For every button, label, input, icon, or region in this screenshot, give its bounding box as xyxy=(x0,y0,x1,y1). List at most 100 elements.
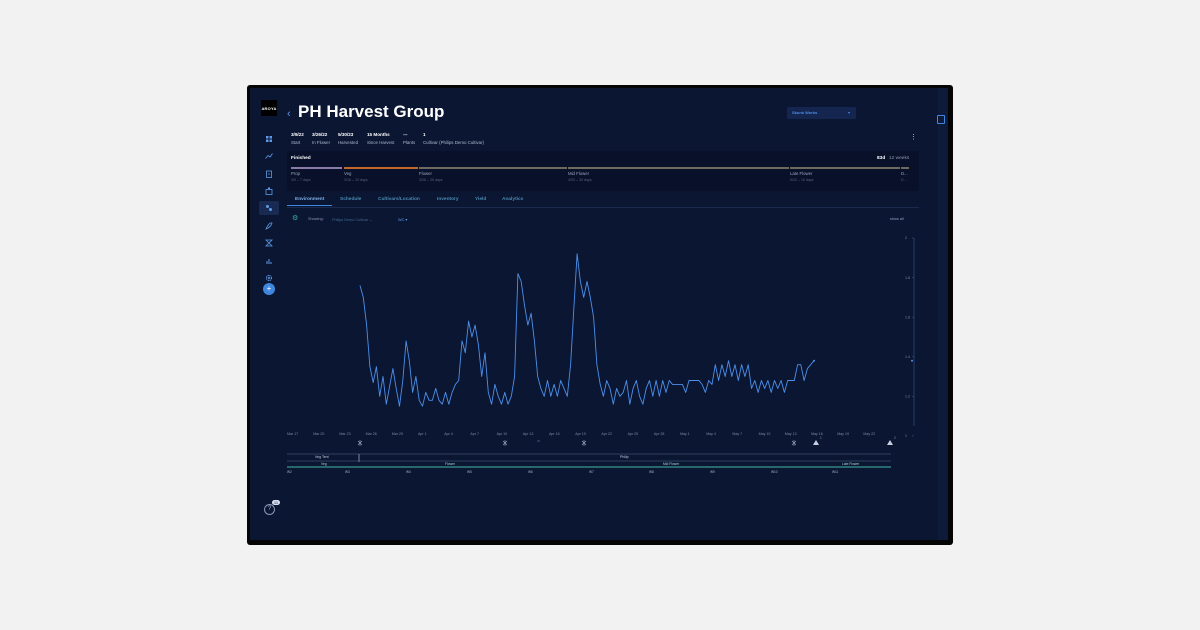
irrigation-icon xyxy=(265,239,273,247)
clipboard-icon[interactable] xyxy=(937,115,945,124)
chevron-down-icon: ▾ xyxy=(847,110,850,115)
x-tick-label: Apr 25 xyxy=(628,432,639,436)
help-button[interactable]: ? xyxy=(264,504,275,515)
facility-dropdown[interactable]: Skunk Works ▾ xyxy=(787,107,856,119)
week-label: W2 xyxy=(287,470,292,474)
x-tick-label: Mar 17 xyxy=(287,432,298,436)
timeline-phase-label: Veg xyxy=(321,462,327,466)
phase-bar xyxy=(419,167,567,169)
x-tick-label: May 22 xyxy=(863,432,875,436)
y-tick-label: 1.8 xyxy=(905,276,910,280)
plant-event-icon[interactable] xyxy=(502,440,508,446)
irrigation-event-icon[interactable] xyxy=(357,440,363,446)
stat-label: Harvested xyxy=(338,140,359,145)
stat-item: --- Plants xyxy=(403,132,415,145)
chevron-down-icon: ▾ xyxy=(405,218,408,222)
stat-item: 1 Cultivar (Philips Demo Cultivar) xyxy=(423,132,484,145)
phase-name: D... xyxy=(901,171,908,176)
sidebar-item-cultivars[interactable] xyxy=(259,219,279,233)
sidebar-item-settings[interactable] xyxy=(259,271,279,285)
show-all-link[interactable]: show all xyxy=(890,217,904,221)
axis-marker xyxy=(911,359,913,362)
week-label: W9 xyxy=(710,470,715,474)
sidebar-item-rooms[interactable] xyxy=(259,184,279,198)
phase-name: Veg xyxy=(344,171,352,176)
week-label: W3 xyxy=(345,470,350,474)
phase-bar xyxy=(790,167,900,169)
tab-inventory[interactable]: Inventory xyxy=(437,197,459,202)
week-label: W4 xyxy=(406,470,411,474)
stat-label: Plants xyxy=(403,140,416,145)
days-count: 83d xyxy=(877,156,886,161)
phase-bar xyxy=(291,167,342,169)
x-tick-label: Apr 7 xyxy=(470,432,479,436)
more-options-button[interactable]: ⋮ xyxy=(910,134,917,141)
phase-name: Prop xyxy=(291,171,301,176)
phase-name: Flower xyxy=(419,171,432,176)
tab-analytics[interactable]: Analytics xyxy=(502,197,524,202)
x-tick-label: May 10 xyxy=(759,432,771,436)
stat-label: In Flower xyxy=(312,140,331,145)
x-tick-label: May 19 xyxy=(837,432,849,436)
x-tick-label: May 7 xyxy=(732,432,742,436)
x-tick-label: Apr 4 xyxy=(444,432,453,436)
stat-value: 5/30/23 xyxy=(338,132,354,137)
aroya-logo: AROYA xyxy=(261,100,277,116)
stat-value: 3/9/22 xyxy=(291,132,304,137)
y-tick-label: 1.4 xyxy=(905,355,910,359)
stat-label: Start xyxy=(291,140,301,145)
pest-event-icon[interactable] xyxy=(581,440,587,446)
x-tick-label: Apr 22 xyxy=(601,432,612,436)
y-tick-label: 1 xyxy=(905,434,907,438)
sidebar-item-reports[interactable] xyxy=(259,254,279,268)
stat-label: Since Harvest xyxy=(367,140,395,145)
timeline-phase-label: Flower xyxy=(445,462,456,466)
data-series-line xyxy=(359,253,815,407)
phase-bar xyxy=(568,167,789,169)
metric-filter[interactable]: WC ▾ xyxy=(398,217,407,222)
tab-cultivars-location[interactable]: Cultivars/Location xyxy=(378,197,420,202)
tab-yield[interactable]: Yield xyxy=(475,197,487,202)
x-tick-label: Apr 28 xyxy=(654,432,665,436)
tasks-icon xyxy=(266,170,272,178)
sidebar: AROYA + ? 11 xyxy=(250,88,288,540)
y-tick-label: 1.6 xyxy=(905,315,910,319)
tab-schedule[interactable]: Schedule xyxy=(340,197,362,202)
timeline-phase-label: Mid Flower xyxy=(663,462,680,466)
y-tick-label: 2 xyxy=(905,236,907,240)
active-tab-indicator xyxy=(287,205,332,206)
tab-bar: Environment Schedule Cultivars/Location Inv… xyxy=(287,194,919,208)
alert-triangle-icon[interactable] xyxy=(813,440,819,445)
phase-name: Late Flower xyxy=(790,171,813,176)
gear-icon[interactable]: ⚙ xyxy=(292,215,299,222)
back-button[interactable]: ‹ xyxy=(287,108,291,120)
sidebar-item-tasks[interactable] xyxy=(259,167,279,181)
phase-name: Mid Flower xyxy=(568,171,590,176)
x-tick-label: Apr 13 xyxy=(523,432,534,436)
event-count-label: 1 xyxy=(820,436,822,440)
metric-filter-label: WC xyxy=(398,218,405,222)
environment-chart: 2 1.8 1.6 1.4 1.2 1 Mar 17 Mar 20 Mar 23 Mar 26 Ma… xyxy=(287,236,915,474)
stat-item: 15 Months Since Harvest xyxy=(367,132,394,145)
sidebar-item-analytics[interactable] xyxy=(259,149,279,163)
sidebar-item-dashboard[interactable] xyxy=(259,132,279,146)
alert-triangle-icon[interactable] xyxy=(887,440,893,445)
sidebar-item-harvest-groups[interactable] xyxy=(259,201,279,215)
showing-label: Showing: xyxy=(308,217,324,221)
stat-value: 1 xyxy=(423,132,426,137)
x-tick-label: Apr 1 xyxy=(418,432,427,436)
irrigation-event-icon[interactable] xyxy=(791,440,797,446)
reports-icon xyxy=(266,259,272,264)
x-tick-label: Mar 29 xyxy=(392,432,403,436)
right-rail xyxy=(937,88,948,540)
add-button[interactable]: + xyxy=(263,283,275,295)
week-label: W10 xyxy=(771,470,778,474)
x-tick-label: Mar 26 xyxy=(366,432,377,436)
rooms-icon xyxy=(265,187,273,195)
cultivar-filter[interactable]: Philips Demo Cultivar ⌄ xyxy=(332,217,373,222)
phase-dates: 5/20 – 10 days xyxy=(790,178,814,182)
sidebar-item-irrigation[interactable] xyxy=(259,236,279,250)
week-label: W5 xyxy=(467,470,472,474)
tab-environment[interactable]: Environment xyxy=(295,197,325,202)
week-label: W11 xyxy=(832,470,839,474)
